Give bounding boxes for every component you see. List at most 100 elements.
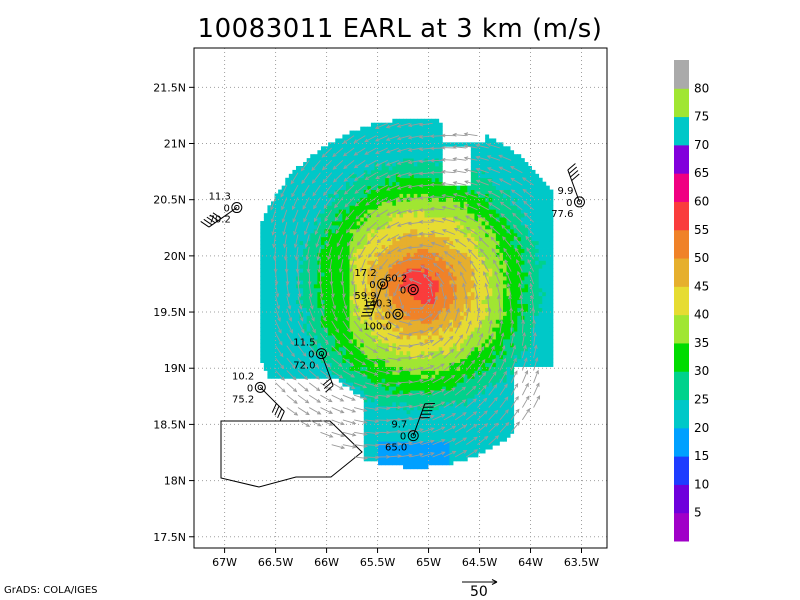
field-cell bbox=[449, 315, 454, 320]
field-cell bbox=[510, 205, 515, 210]
field-cell bbox=[549, 319, 554, 324]
field-cell bbox=[392, 405, 397, 411]
field-cell bbox=[260, 350, 265, 356]
field-cell bbox=[317, 173, 322, 179]
field-cell bbox=[506, 272, 511, 277]
field-cell bbox=[445, 228, 450, 234]
field-cell bbox=[492, 421, 497, 426]
field-cell bbox=[531, 197, 536, 202]
field-cell bbox=[517, 280, 522, 285]
field-cell bbox=[492, 260, 497, 265]
field-cell bbox=[360, 394, 365, 399]
field-cell bbox=[470, 394, 475, 399]
field-cell bbox=[342, 228, 347, 234]
field-cell bbox=[303, 236, 308, 242]
field-cell bbox=[288, 272, 293, 277]
field-cell bbox=[538, 307, 543, 312]
field-cell bbox=[413, 311, 418, 316]
field-cell bbox=[413, 358, 418, 364]
field-cell bbox=[527, 339, 532, 344]
field-cell bbox=[403, 437, 408, 442]
field-cell bbox=[288, 260, 293, 265]
field-cell bbox=[274, 342, 279, 348]
field-cell bbox=[428, 429, 433, 434]
field-cell bbox=[338, 350, 343, 356]
field-cell bbox=[385, 327, 390, 332]
field-cell bbox=[428, 205, 433, 210]
field-cell bbox=[363, 339, 368, 344]
field-cell bbox=[338, 307, 343, 312]
field-cell bbox=[378, 339, 383, 344]
field-cell bbox=[335, 307, 340, 312]
field-cell bbox=[399, 445, 404, 450]
field-cell bbox=[420, 209, 425, 214]
field-cell bbox=[263, 268, 268, 273]
field-cell bbox=[331, 209, 336, 214]
field-cell bbox=[281, 240, 286, 246]
field-cell bbox=[420, 398, 425, 403]
field-cell bbox=[517, 213, 522, 218]
field-cell bbox=[520, 189, 525, 194]
field-cell bbox=[417, 201, 422, 206]
field-cell bbox=[545, 260, 550, 265]
field-cell bbox=[406, 276, 411, 281]
field-cell bbox=[474, 417, 479, 422]
field-cell bbox=[442, 185, 447, 190]
field-cell bbox=[299, 342, 304, 348]
field-cell bbox=[513, 260, 518, 265]
field-cell bbox=[492, 401, 497, 407]
field-cell bbox=[410, 217, 415, 222]
field-cell bbox=[378, 299, 383, 305]
field-cell bbox=[353, 335, 358, 340]
field-cell bbox=[531, 299, 536, 305]
field-cell bbox=[502, 244, 507, 249]
field-cell bbox=[420, 460, 425, 466]
field-cell bbox=[499, 386, 504, 391]
field-cell bbox=[478, 193, 482, 198]
field-cell bbox=[488, 342, 493, 348]
field-cell bbox=[513, 240, 518, 246]
field-cell bbox=[335, 370, 340, 375]
field-cell bbox=[345, 185, 350, 190]
field-cell bbox=[470, 185, 475, 190]
field-cell bbox=[331, 331, 336, 336]
field-cell bbox=[474, 362, 479, 367]
field-cell bbox=[420, 276, 425, 281]
field-cell bbox=[488, 236, 493, 242]
field-cell bbox=[399, 335, 404, 340]
field-cell bbox=[431, 319, 436, 324]
field-cell bbox=[456, 272, 461, 277]
field-cell bbox=[367, 248, 372, 253]
field-cell bbox=[363, 394, 368, 399]
field-cell bbox=[470, 295, 475, 301]
field-cell bbox=[438, 181, 443, 187]
field-cell bbox=[260, 342, 265, 348]
field-cell bbox=[363, 441, 368, 446]
field-cell bbox=[370, 417, 375, 422]
field-cell bbox=[410, 390, 415, 395]
field-cell bbox=[463, 362, 468, 367]
field-cell bbox=[442, 323, 447, 328]
field-cell bbox=[328, 256, 333, 261]
field-cell bbox=[345, 256, 350, 261]
field-cell bbox=[428, 374, 433, 379]
field-cell bbox=[406, 362, 411, 367]
field-cell bbox=[335, 248, 340, 253]
field-cell bbox=[378, 437, 383, 442]
field-cell bbox=[420, 445, 425, 450]
field-cell bbox=[267, 217, 272, 222]
field-cell bbox=[381, 232, 386, 238]
field-cell bbox=[481, 331, 486, 336]
field-cell bbox=[295, 197, 300, 202]
field-cell bbox=[399, 449, 404, 454]
field-cell bbox=[310, 319, 315, 324]
field-cell bbox=[299, 323, 304, 328]
field-cell bbox=[370, 413, 375, 419]
field-cell bbox=[438, 303, 443, 308]
field-cell bbox=[467, 425, 472, 430]
field-cell bbox=[285, 260, 290, 265]
field-cell bbox=[410, 240, 415, 246]
field-cell bbox=[310, 228, 315, 234]
field-cell bbox=[345, 303, 350, 308]
